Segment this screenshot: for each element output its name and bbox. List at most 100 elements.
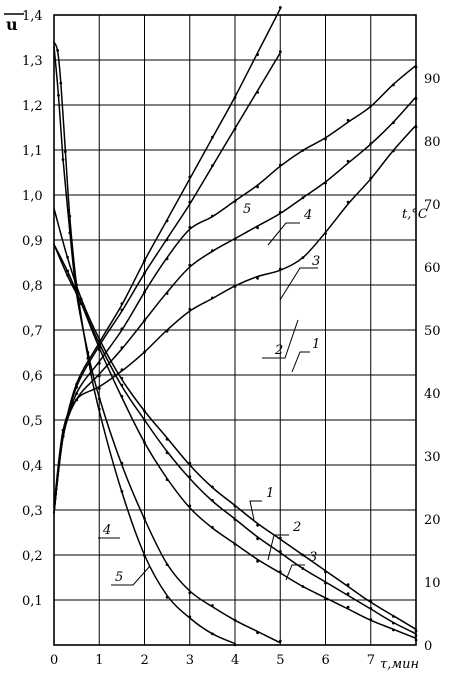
y-right-tick-label: 70	[424, 198, 441, 213]
curves	[53, 7, 417, 645]
moisture-point-2	[278, 550, 282, 553]
temperature-point-2	[120, 346, 124, 350]
moisture-point-3	[120, 394, 124, 398]
temperature-point-3	[369, 104, 373, 108]
moisture-point-5	[165, 595, 169, 599]
temperature-point-2	[301, 196, 305, 200]
y-right-tick-label: 90	[424, 72, 441, 87]
moisture-curve-4-label: 4	[102, 523, 111, 538]
grid: 0 1 2 3 4 5 6 70,10,20,30,40,50,60,70,80,91,01,…	[22, 9, 441, 668]
temperature-point-2	[97, 374, 101, 378]
moisture-point-4	[278, 639, 282, 643]
moisture-point-3	[79, 302, 83, 305]
temperature-point-3	[256, 185, 259, 189]
x-tick-label: 3	[186, 653, 194, 668]
moisture-point-3	[324, 597, 327, 601]
moisture-point-2	[301, 567, 305, 570]
moisture-point-2	[120, 383, 124, 387]
temperature-point-2	[75, 398, 78, 402]
temperature-point-2	[392, 121, 395, 125]
moisture-point-2	[188, 475, 192, 479]
y-right-tick-label: 0	[424, 639, 432, 654]
temperature-point-3	[301, 149, 305, 152]
temperature-point-2	[188, 263, 192, 267]
moisture-point-3	[256, 559, 259, 563]
moisture-point-3	[278, 570, 282, 574]
moisture-point-1	[233, 504, 237, 508]
temperature-point-4	[233, 127, 237, 131]
moisture-point-5	[56, 49, 59, 52]
temperature-point-3	[233, 200, 237, 203]
y-right-tick-label: 60	[424, 261, 441, 276]
moisture-point-3	[369, 618, 373, 621]
moisture-curve-2	[53, 243, 417, 635]
moisture-point-3	[165, 478, 169, 482]
temp-curve-2-label: 2	[274, 343, 283, 358]
temperature-point-1	[211, 296, 214, 300]
temp-curve-4-label: 4	[303, 208, 312, 223]
temperature-point-1	[256, 276, 259, 280]
temperature-point-4	[188, 200, 192, 204]
temperature-point-3	[188, 226, 192, 229]
temperature-point-2	[233, 237, 237, 241]
moisture-curve-4	[53, 45, 282, 644]
temperature-curve-4	[53, 52, 282, 514]
moisture-point-2	[165, 451, 169, 455]
moisture-point-4	[120, 461, 124, 465]
temperature-point-2	[256, 226, 259, 230]
temperature-point-5	[75, 382, 78, 386]
moisture-point-4	[211, 604, 214, 607]
temperature-point-4	[75, 385, 78, 389]
temperature-point-1	[369, 176, 373, 180]
y-left-tick-label: 0,8	[22, 279, 43, 294]
temp-curve-5-label: 5	[243, 202, 251, 217]
y-left-tick-label: 1,0	[22, 189, 43, 204]
moisture-point-5	[233, 643, 237, 647]
x-tick-label: 0	[50, 653, 58, 668]
temperature-point-1	[278, 267, 282, 271]
temperature-point-3	[211, 214, 214, 218]
temperature-point-1	[392, 149, 395, 153]
moisture-point-1	[165, 437, 169, 441]
moisture-point-5	[86, 356, 90, 360]
moisture-point-1	[392, 615, 395, 618]
temperature-point-2	[369, 142, 373, 145]
y-right-tick-label: 80	[424, 135, 441, 150]
moisture-point-2	[414, 634, 418, 637]
y-left-tick-label: 1,1	[22, 144, 43, 159]
moisture-point-1	[97, 339, 101, 343]
moisture-point-1	[346, 583, 350, 587]
moisture-point-5	[75, 283, 78, 287]
temperature-point-4	[97, 346, 101, 349]
y-left-tick-label: 1,3	[22, 54, 43, 69]
y-left-tick-label: 0,4	[22, 459, 43, 474]
moisture-point-2	[143, 418, 146, 422]
moisture-point-1	[301, 553, 305, 557]
y-right-tick-label: 50	[424, 324, 441, 339]
y-left-tick-label: 0,5	[22, 414, 43, 429]
y-left-tick-label: 0,9	[22, 234, 43, 249]
moisture-point-3	[414, 638, 418, 642]
temperature-point-3	[165, 257, 169, 261]
temperature-curve-5	[53, 7, 282, 514]
y-right-tick-label: 30	[424, 450, 441, 465]
leader-lines	[98, 222, 318, 586]
moisture-point-2	[256, 537, 259, 541]
temperature-point-3	[75, 392, 78, 395]
moisture-point-2	[66, 274, 69, 277]
temperature-point-1	[414, 125, 418, 129]
y-left-label: u	[6, 15, 18, 34]
temp-curve-1-label: 1	[312, 337, 320, 352]
moisture-point-3	[233, 543, 237, 546]
temperature-point-1	[188, 307, 192, 311]
moisture-point-3	[301, 585, 305, 588]
temperature-point-3	[346, 118, 350, 122]
moisture-point-3	[188, 504, 192, 508]
temperature-point-1	[97, 387, 101, 390]
labels: u t,°C τ,мин 5 4 3 2 1 1 2 3 4 5	[4, 13, 428, 672]
moisture-point-2	[369, 607, 373, 610]
temperature-point-4	[256, 91, 259, 94]
temperature-point-4	[120, 308, 124, 312]
temperature-point-3	[278, 163, 282, 167]
temperature-point-5	[97, 343, 101, 346]
